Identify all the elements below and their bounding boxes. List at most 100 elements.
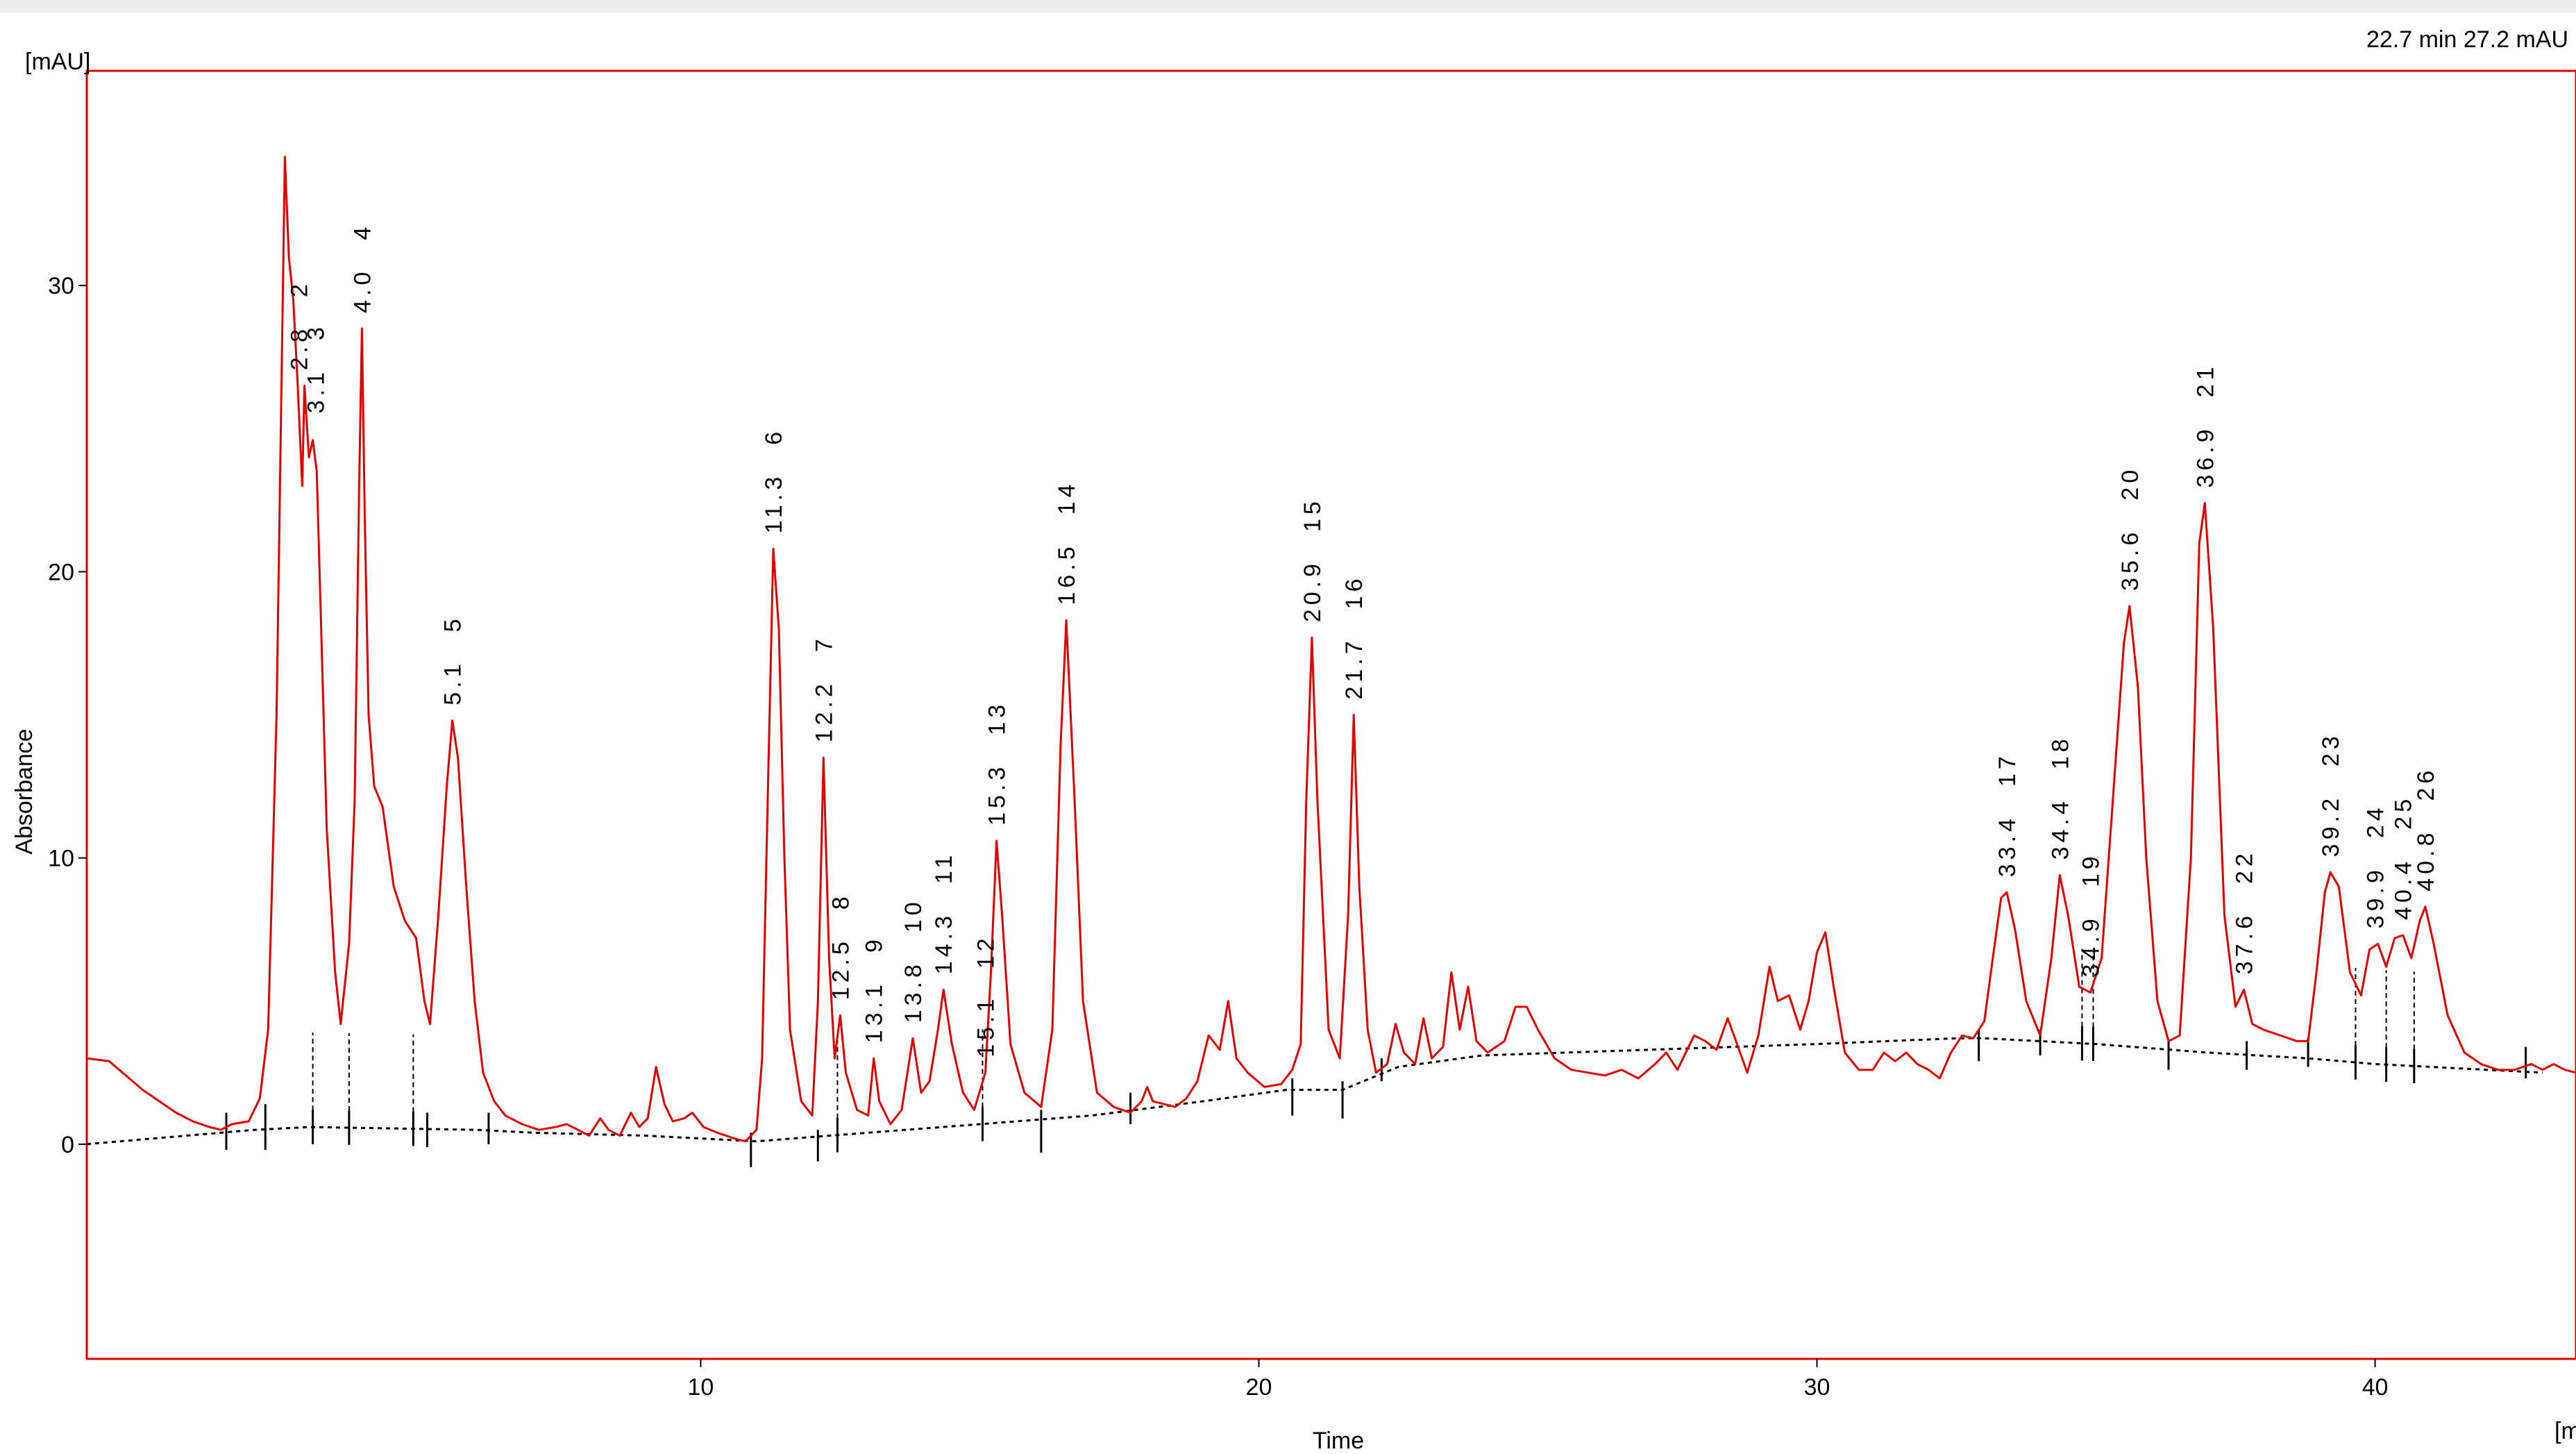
peak-number: 23 [2318,732,2344,767]
svg-text:35.620: 35.6 20 [2117,466,2144,591]
svg-text:12.27: 12.27 [811,635,837,742]
peak-retention-time: 35.6 [2117,528,2144,591]
peak-number: 18 [2047,735,2073,769]
x-unit-label: [min] [2554,1418,2576,1444]
peak-retention-time: 39.9 [2363,866,2389,928]
peak-number: 14 [1054,480,1080,515]
peak-label: 36.9 21 [2192,362,2219,487]
peak-number: 15 [1299,497,1326,532]
peak-retention-time: 14.3 [931,912,957,974]
x-tick-label: 20 [1246,1374,1272,1401]
peak-retention-time: 20.9 [1299,560,1326,622]
peak-label: 35.6 20 [2117,466,2144,591]
x-axis-title: Time [1313,1428,1364,1454]
svg-text:3.13: 3.13 [303,323,330,413]
peak-retention-time: 12.2 [811,680,837,742]
peak-number: 4 [349,223,376,240]
peak-retention-time: 15.1 [973,996,1000,1058]
peak-number: 6 [761,428,787,445]
peak-number: 8 [827,892,854,910]
x-tick-label: 30 [1804,1374,1830,1401]
peak-retention-time: 34.9 [2078,914,2105,977]
peak-label: 14.3 11 [931,851,957,974]
peak-number: 25 [2391,795,2417,830]
peak-label: 4.04 [349,223,376,313]
svg-text:15.112: 15.1 12 [973,934,1000,1057]
title-bar [0,0,2576,12]
peak-number: 21 [2192,362,2219,397]
peak-number: 2 [287,280,313,297]
peak-number: 9 [861,935,888,953]
integration-markers [225,949,2527,1167]
svg-text:20.915: 20.9 15 [1299,497,1326,622]
peak-label: 13.8 10 [900,898,927,1023]
peak-label: 2.82 [287,280,313,370]
svg-text:12.58: 12.58 [827,892,854,1000]
svg-text:2.82: 2.82 [287,280,313,370]
peak-retention-time: 2.8 [287,325,313,370]
peak-number: 7 [811,635,837,652]
peak-retention-time: 13.8 [900,960,927,1023]
peak-label: 15.3 13 [984,701,1011,826]
x-tick-label: 40 [2362,1374,2389,1401]
peak-retention-time: 4.0 [349,268,376,313]
svg-text:40.826: 40.8 26 [2413,767,2439,892]
plot-frame [85,69,2576,1360]
svg-text:37.622: 37.6 22 [2232,849,2258,974]
peak-label: 12.58 [827,892,854,1000]
y-axis: 0 10 20 30 [48,273,87,1158]
y-tick-label: 0 [61,1132,74,1158]
peak-retention-time: 13.1 [861,980,888,1043]
svg-text:16.514: 16.5 14 [1054,480,1080,605]
svg-text:5.15: 5.15 [440,615,466,705]
peak-retention-time: 39.2 [2318,794,2344,857]
peak-label: 39.9 24 [2363,803,2389,928]
svg-text:14.311: 14.3 11 [931,851,957,974]
peak-retention-time: 11.3 [761,473,787,534]
peak-label: 34.9 19 [2078,852,2105,977]
peak-retention-time: 37.6 [2232,912,2258,974]
peak-number: 24 [2363,803,2389,838]
peak-label: 16.5 14 [1054,480,1080,605]
peak-label: 21.7 16 [1341,574,1367,699]
peak-retention-time: 36.9 [2192,425,2219,487]
peak-retention-time: 33.4 [1994,814,2021,877]
peak-number: 22 [2232,849,2258,884]
peak-number: 13 [984,701,1011,735]
peak-label: 12.27 [811,635,837,742]
peak-label: 40.4 25 [2391,795,2417,920]
peak-label: 39.2 23 [2318,732,2344,857]
svg-text:39.223: 39.2 23 [2318,732,2344,857]
peak-retention-time: 16.5 [1054,542,1080,605]
peak-number: 3 [303,323,330,340]
peak-labels: 2.823.134.045.1511.3612.2712.5813.1913.8… [287,223,2439,1058]
svg-text:13.810: 13.8 10 [900,898,927,1023]
peak-number: 10 [900,898,927,933]
peak-number: 12 [973,934,1000,969]
peak-label: 20.9 15 [1299,497,1326,622]
absorbance-trace [86,156,2576,1143]
x-axis: 10 20 30 40 [688,1359,2389,1401]
peak-retention-time: 34.4 [2047,797,2073,860]
peak-label: 37.6 22 [2232,849,2258,974]
cursor-readout: 22.7 min 27.2 mAU [2366,26,2568,53]
y-tick-label: 10 [48,846,74,872]
peak-label: 11.36 [761,428,787,534]
svg-text:39.924: 39.9 24 [2363,803,2389,928]
peak-number: 17 [1994,752,2021,787]
svg-text:15.313: 15.3 13 [984,701,1011,826]
peak-number: 20 [2117,466,2144,501]
peak-label: 33.4 17 [1994,752,2021,877]
baseline-layer [86,1037,2543,1146]
peak-retention-time: 15.3 [984,763,1011,826]
peak-label: 3.13 [303,323,330,413]
y-tick-label: 30 [48,273,74,299]
svg-text:36.921: 36.9 21 [2192,362,2219,487]
baseline-line [86,1037,2543,1146]
trace-layer [86,156,2576,1143]
peak-retention-time: 3.1 [303,368,330,413]
svg-text:34.418: 34.4 18 [2047,735,2073,860]
peak-label: 40.8 26 [2413,767,2439,892]
peak-retention-time: 40.8 [2413,829,2439,892]
